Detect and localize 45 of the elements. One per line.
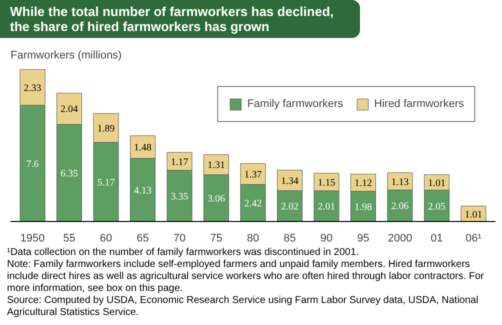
legend-label: Hired farmworkers xyxy=(374,98,464,110)
x-tick-label: 75 xyxy=(210,232,222,244)
data-label: 7.6 xyxy=(26,158,39,170)
data-label: 4.13 xyxy=(134,185,152,196)
x-tick-label: 1950 xyxy=(20,232,45,244)
x-tick-label: 90 xyxy=(320,232,333,244)
data-label: 1.48 xyxy=(134,142,152,154)
data-label: 2.05 xyxy=(428,201,446,212)
x-tick-label: 80 xyxy=(246,232,260,244)
data-label: 1.31 xyxy=(208,160,226,172)
data-label: 1.12 xyxy=(354,178,372,190)
data-label: 1.01 xyxy=(464,209,482,220)
text: ¹Data collection on the number of family farmworkers was discontinued in 2001. xyxy=(7,247,360,259)
x-tick-label: 06¹ xyxy=(466,232,482,244)
x-tick-label: 85 xyxy=(284,232,296,244)
data-label: 5.17 xyxy=(97,177,115,188)
legend-label: Family farmworkers xyxy=(247,98,344,110)
data-label: 2.06 xyxy=(391,201,409,212)
x-tick-label: 70 xyxy=(173,232,186,244)
data-label: 1.17 xyxy=(170,156,188,168)
y-axis-title: Farmworkers (millions) xyxy=(10,50,122,62)
data-label: 1.98 xyxy=(354,202,372,213)
data-label: 2.01 xyxy=(318,202,336,213)
x-tick-label: 60 xyxy=(100,232,112,244)
data-label: 3.35 xyxy=(170,191,188,202)
source-note: Source: Computed by USDA, Economic Research Service using Farm Labor Survey data, USDA, National Agricultural Statistics Service. xyxy=(7,295,480,319)
data-label: 2.04 xyxy=(60,104,78,116)
data-label: 1.37 xyxy=(244,169,262,180)
data-label: 1.15 xyxy=(318,177,336,188)
x-tick-label: 65 xyxy=(136,232,149,244)
x-tick-label: 2000 xyxy=(388,232,412,244)
x-tick-label: 01 xyxy=(430,232,443,244)
data-label: 1.34 xyxy=(280,176,298,187)
data-label: 1.01 xyxy=(428,178,446,189)
chart-title: While the total number of farmworkers has declined, the share of hired farmworkers has grown xyxy=(0,0,360,38)
data-label: 3.06 xyxy=(208,194,226,205)
data-label: 1.13 xyxy=(391,176,409,188)
x-tick-label: 95 xyxy=(357,232,370,244)
data-label: 1.89 xyxy=(97,123,115,134)
data-label: 2.33 xyxy=(24,82,42,94)
data-label: 2.02 xyxy=(280,202,298,213)
text: Note: Family farmworkers include self-employed farmers and unpaid family members. Hired farmworkers include direct hires as well as agricultural service workers who are often hired through labor contractors. For more information, see box on this page. xyxy=(7,259,485,295)
data-label: 6.35 xyxy=(60,168,78,180)
x-tick-label: 55 xyxy=(63,232,76,244)
data-label: 2.42 xyxy=(244,198,262,210)
